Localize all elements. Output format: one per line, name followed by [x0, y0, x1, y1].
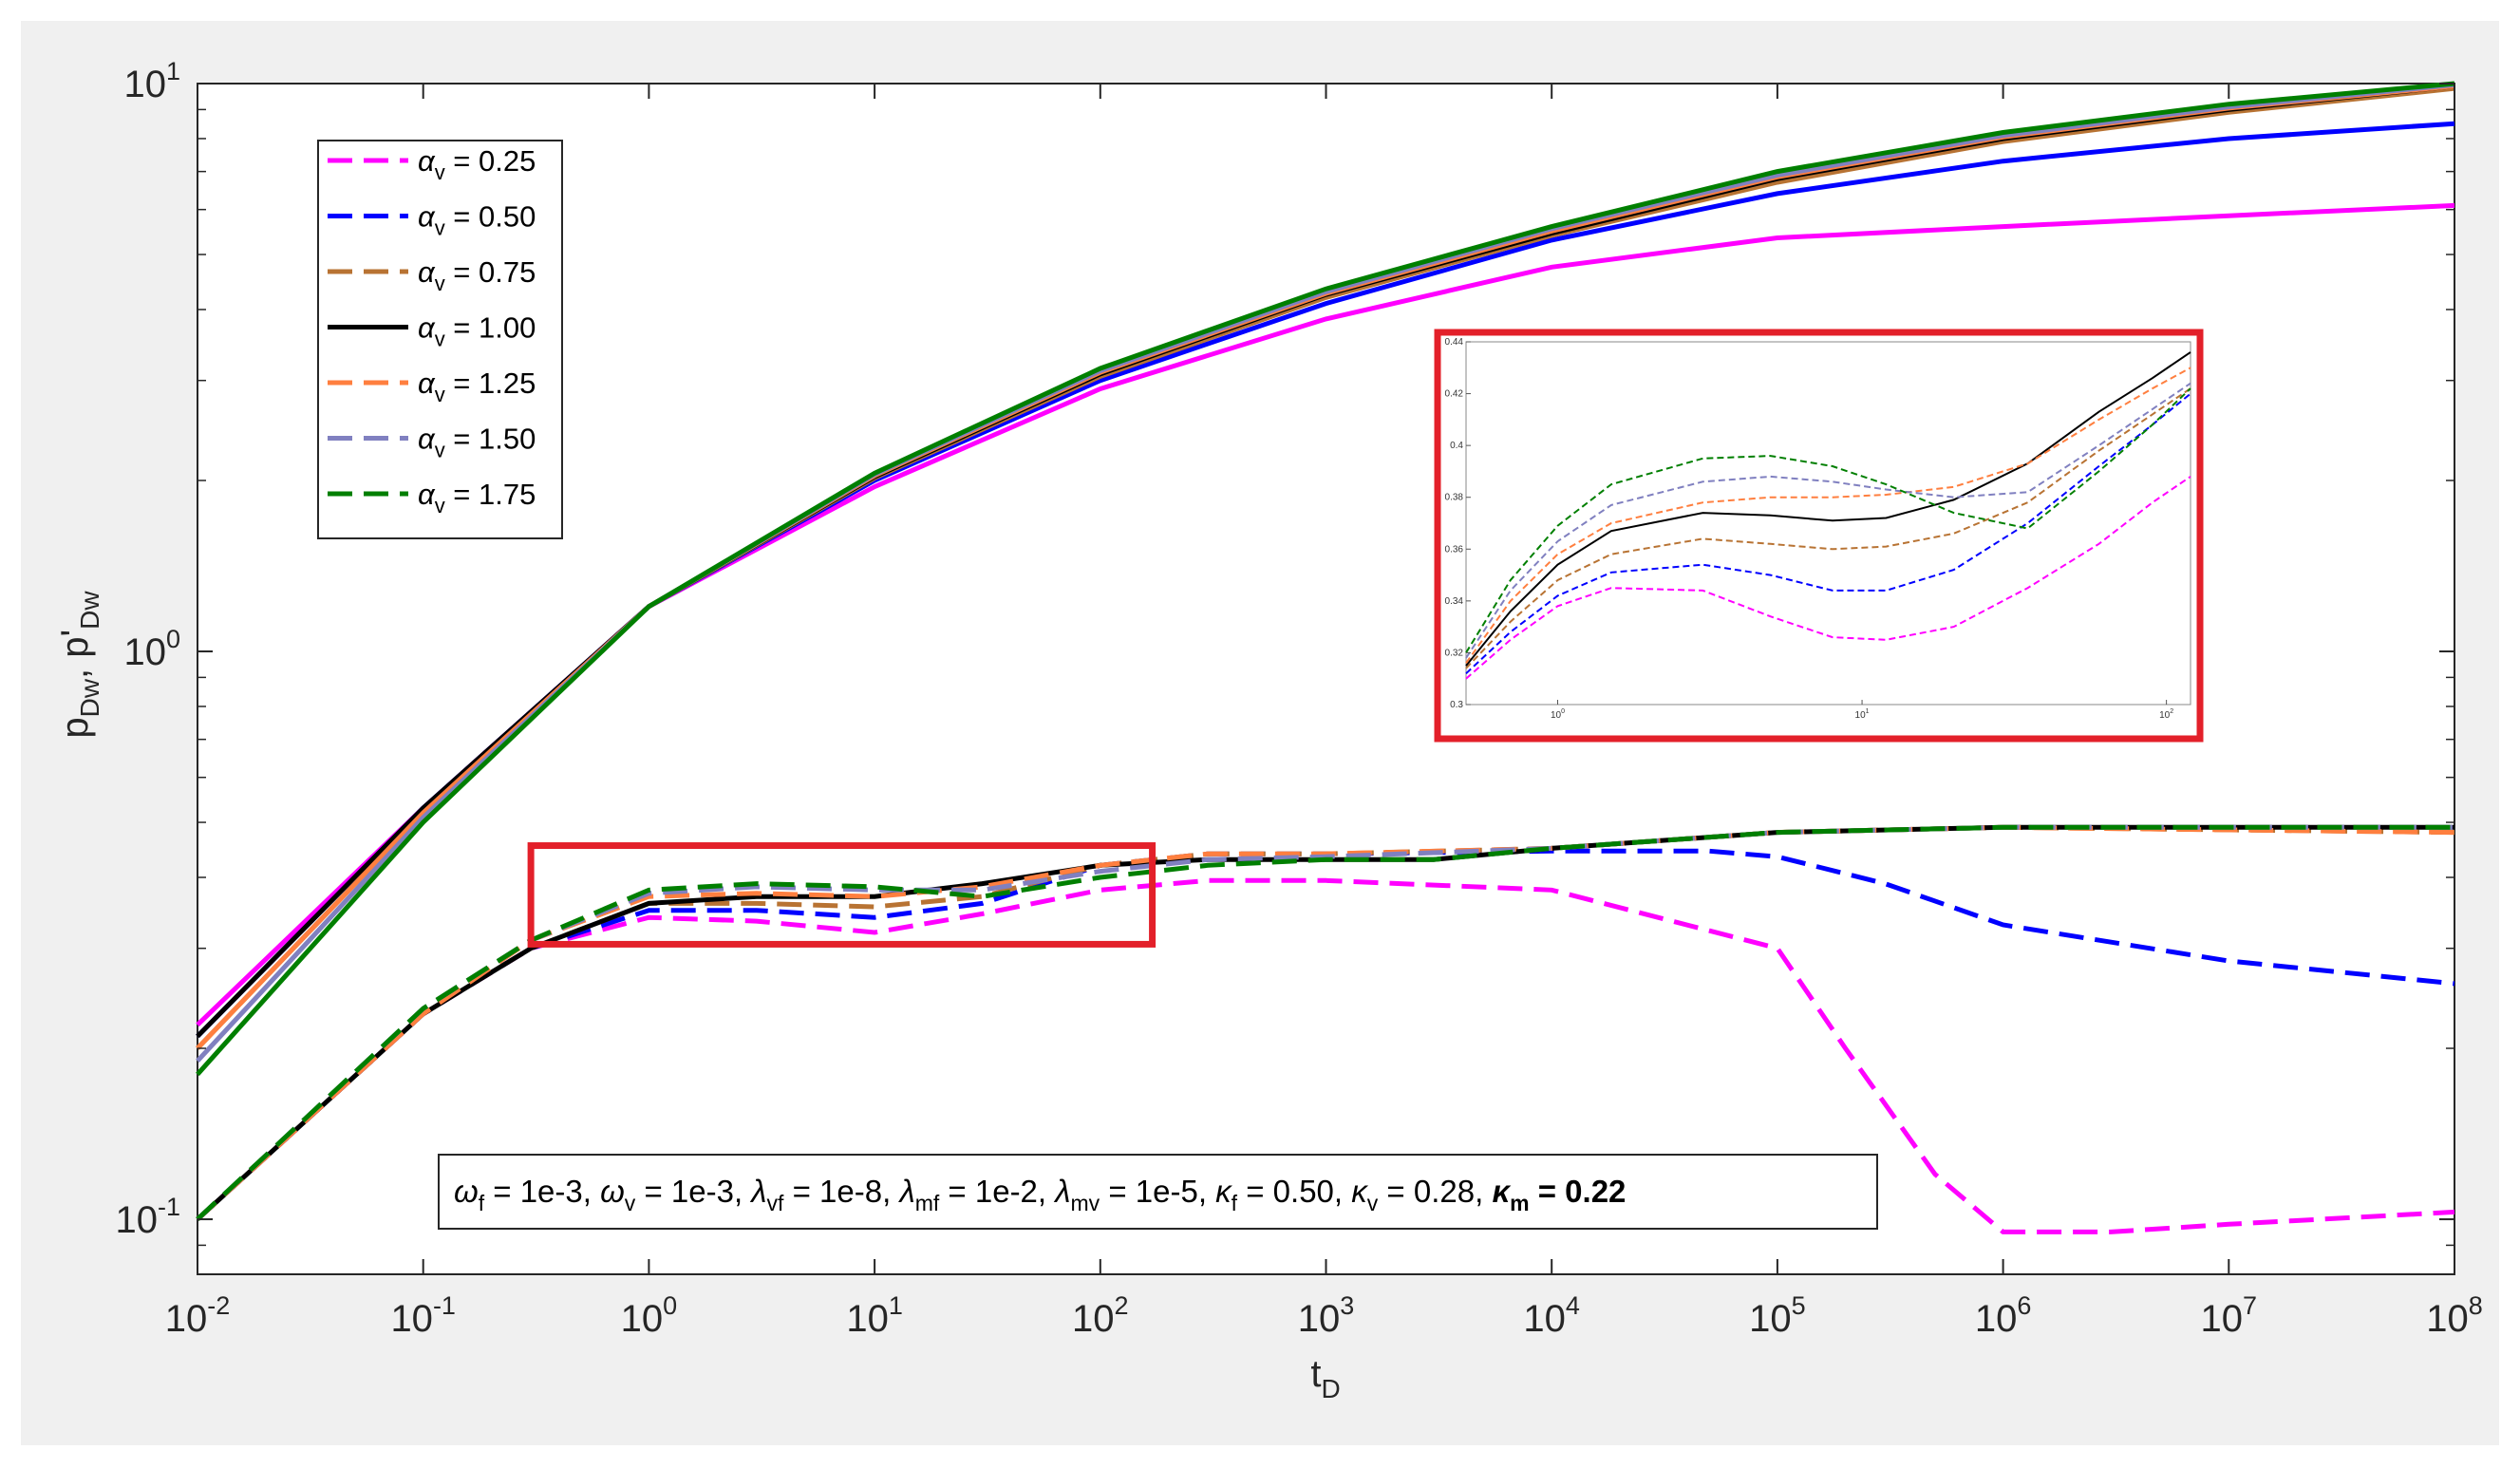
legend-item: αv = 1.00 [328, 311, 536, 351]
x-tick-label: 106 [1975, 1291, 2032, 1340]
inset-curves: 0.3 0.32 0.34 0.36 0.38 0.4 0.42 0.44 100 101 102 [1445, 337, 2191, 721]
inset-x-tick-label: 102 [2159, 708, 2173, 721]
inset-x-tick-label: 100 [1551, 708, 1565, 721]
x-tick-label: 101 [846, 1291, 903, 1340]
legend-item: αv = 1.75 [328, 478, 536, 518]
legend: αv = 0.25 αv = 0.50 αv = 0.75 αv = 1.00 αv =… [317, 140, 563, 539]
annotation-box [438, 1154, 1878, 1230]
inset-y-tick-label: 0.3 [1450, 700, 1463, 710]
pressure-curves [196, 81, 2455, 1077]
legend-box [317, 140, 563, 539]
derivative-curve-7 [196, 824, 2454, 1221]
legend-item: αv = 1.50 [328, 423, 536, 462]
x-tick-label: 104 [1523, 1291, 1580, 1340]
inset-curve-5 [1465, 367, 2191, 664]
inset-curve-6 [1465, 382, 2191, 659]
x-tick-label: 10-2 [165, 1291, 231, 1340]
inset-curve-3 [1465, 387, 2191, 669]
legend-item: αv = 1.25 [328, 367, 536, 406]
inset-chart: 0.3 0.32 0.34 0.36 0.38 0.4 0.42 0.44 100 101 102 [1434, 329, 2204, 743]
x-axis-label: tD [1310, 1353, 1340, 1403]
derivative-curves [196, 824, 2455, 1234]
legend-item: αv = 0.75 [328, 255, 536, 295]
inset-frame [1434, 329, 2204, 743]
x-tick-label: 102 [1072, 1291, 1129, 1340]
pressure-curve-7 [196, 81, 2455, 1077]
legend-label: αv = 1.25 [418, 367, 536, 406]
annotation-text: ωf = 1e-3, ωv = 1e-3, λvf = 1e-8, λmf = … [454, 1174, 1626, 1215]
legend-label: αv = 1.00 [418, 311, 536, 351]
parameter-annotation: ωf = 1e-3, ωv = 1e-3, λvf = 1e-8, λmf = … [438, 1154, 1878, 1230]
legend-item: αv = 0.50 [328, 200, 536, 240]
x-tick-label: 100 [621, 1291, 678, 1340]
x-tick-label: 10-1 [390, 1291, 456, 1340]
inset-curve-7 [1465, 387, 2191, 653]
legend-label: αv = 1.75 [418, 478, 536, 518]
inset-y-tick-label: 0.42 [1445, 389, 1464, 400]
legend-item: αv = 0.25 [328, 144, 536, 184]
inset-y-tick-label: 0.34 [1445, 596, 1464, 607]
inset-y-tick-label: 0.32 [1445, 648, 1464, 658]
inset-curve-2 [1465, 392, 2191, 675]
x-tick-label: 105 [1749, 1291, 1806, 1340]
x-tick-label: 103 [1298, 1291, 1355, 1340]
inset-axes [1465, 341, 2191, 706]
inset-curve-1 [1465, 476, 2191, 680]
legend-label: αv = 1.50 [418, 423, 536, 462]
inset-y-tick-label: 0.44 [1445, 337, 1464, 348]
inset-curve-4 [1465, 351, 2191, 667]
y-tick-label: 101 [123, 57, 180, 105]
legend-label: αv = 0.50 [418, 200, 536, 240]
axis-ticks: 10-2 10-1 100 101 102 103 104 105 106 107 108 10-1 1… [115, 57, 2482, 1340]
inset-y-tick-label: 0.36 [1445, 544, 1464, 555]
inset-x-tick-label: 101 [1855, 708, 1870, 721]
y-tick-label: 100 [123, 625, 180, 673]
legend-label: αv = 0.75 [418, 255, 536, 295]
x-tick-label: 107 [2201, 1291, 2258, 1340]
zoom-region-box [527, 842, 1157, 948]
inset-y-tick-label: 0.38 [1445, 493, 1464, 503]
y-tick-label: 10-1 [115, 1193, 180, 1241]
derivative-curve-1 [196, 877, 2455, 1234]
y-axis-label: pDw, p'Dw [54, 591, 104, 739]
legend-label: αv = 0.25 [418, 144, 536, 184]
x-tick-label: 108 [2426, 1291, 2483, 1340]
inset-y-tick-label: 0.4 [1450, 441, 1463, 451]
